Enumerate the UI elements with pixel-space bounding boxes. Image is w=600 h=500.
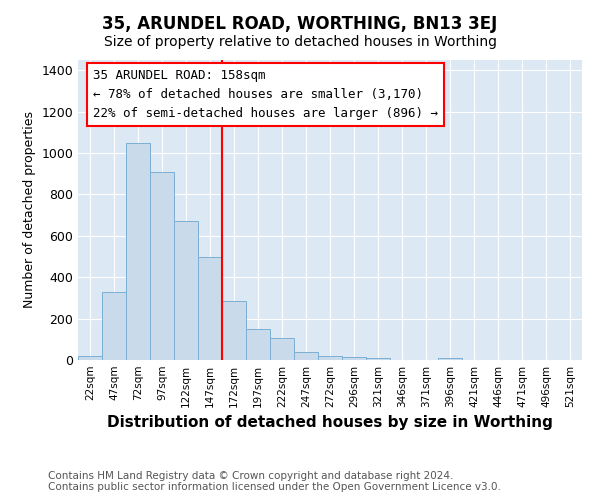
Bar <box>78 356 102 360</box>
Y-axis label: Number of detached properties: Number of detached properties <box>23 112 36 308</box>
Bar <box>246 329 270 360</box>
Bar <box>222 301 246 360</box>
Bar <box>366 358 390 360</box>
Bar <box>438 358 462 360</box>
Bar <box>174 222 198 360</box>
Bar <box>102 292 126 360</box>
Bar <box>150 172 174 360</box>
Bar <box>294 352 318 360</box>
Bar <box>342 357 366 360</box>
Text: 35 ARUNDEL ROAD: 158sqm
← 78% of detached houses are smaller (3,170)
22% of semi: 35 ARUNDEL ROAD: 158sqm ← 78% of detache… <box>93 69 438 120</box>
Text: Size of property relative to detached houses in Worthing: Size of property relative to detached ho… <box>104 35 497 49</box>
Bar <box>126 143 150 360</box>
Bar <box>270 338 294 360</box>
X-axis label: Distribution of detached houses by size in Worthing: Distribution of detached houses by size … <box>107 416 553 430</box>
Bar <box>198 256 222 360</box>
Text: 35, ARUNDEL ROAD, WORTHING, BN13 3EJ: 35, ARUNDEL ROAD, WORTHING, BN13 3EJ <box>103 15 497 33</box>
Bar <box>318 356 342 360</box>
Text: Contains HM Land Registry data © Crown copyright and database right 2024.
Contai: Contains HM Land Registry data © Crown c… <box>48 471 501 492</box>
